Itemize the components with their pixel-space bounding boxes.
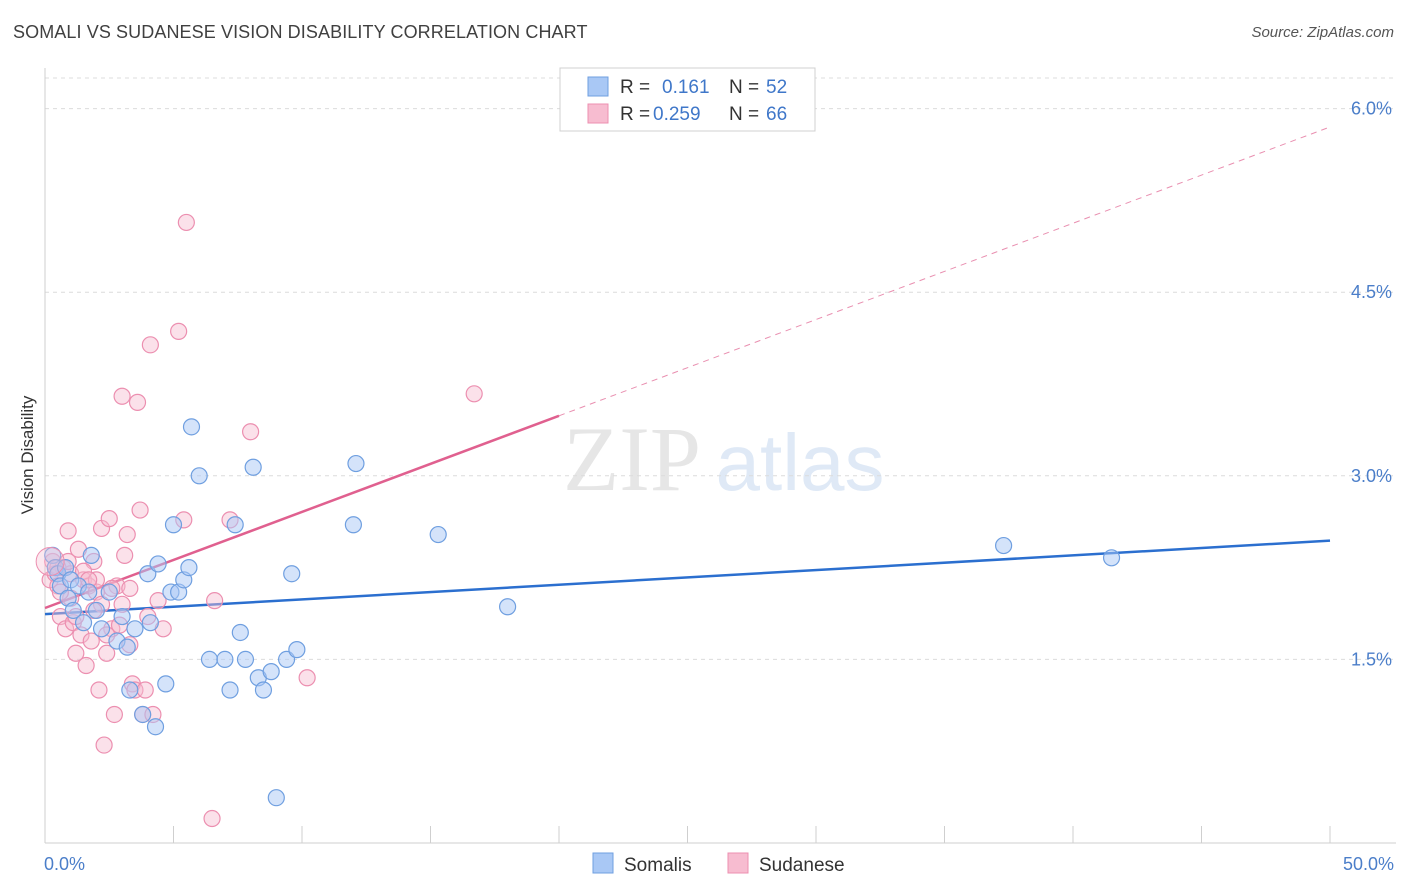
axes: 1.5% 3.0% 4.5% 6.0% 0.0% 50.0%: [44, 68, 1396, 874]
bottom-legend-sudanese-label: Sudanese: [759, 855, 845, 876]
sudanese-point: [131, 501, 149, 519]
legend-somali-r-label: R =: [620, 77, 655, 98]
somali-point: [64, 601, 82, 620]
somali-point: [80, 583, 98, 601]
sudanese-point: [67, 644, 85, 662]
somali-point: [231, 623, 249, 642]
somali-point: [216, 650, 234, 669]
legend-somali-n-label: N =: [729, 77, 764, 98]
chart-title: SOMALI VS SUDANESE VISION DISABILITY COR…: [13, 22, 588, 42]
y-tick-label: 3.0%: [1351, 466, 1392, 486]
somali-point: [267, 789, 285, 807]
bottom-legend-somali-label: Somalis: [624, 855, 692, 876]
somali-point: [134, 705, 152, 724]
sudanese-point: [141, 336, 159, 354]
sudanese-point: [465, 385, 483, 403]
somali-point: [74, 614, 93, 632]
somali-point: [429, 525, 447, 544]
sudanese-point: [118, 525, 136, 544]
source-label: Source: ZipAtlas.com: [1251, 24, 1394, 41]
somali-point: [141, 614, 159, 632]
somali-point: [113, 607, 131, 626]
somali-point: [182, 418, 201, 436]
sudanese-cluster-point: [35, 546, 65, 576]
sudanese-point: [149, 592, 167, 610]
legend-sudanese-n-value: 66: [766, 104, 787, 125]
somali-point: [146, 718, 165, 736]
sudanese-point: [77, 656, 95, 675]
x-tick-label-max: 50.0%: [1343, 854, 1394, 874]
legend-sudanese-r-value: 0.259: [653, 104, 701, 125]
somali-point: [221, 681, 239, 699]
sudanese-trend-extension: [558, 126, 1331, 417]
somali-point: [164, 516, 183, 534]
sudanese-point: [98, 644, 116, 662]
sudanese-point: [82, 632, 100, 650]
sudanese-point: [113, 387, 131, 405]
sudanese-trend-line: [44, 414, 560, 610]
trend-lines: [44, 126, 1331, 616]
somali-point: [347, 454, 365, 473]
somali-point: [92, 620, 111, 638]
sudanese-point: [203, 809, 221, 828]
legend-somali-n-value: 52: [766, 77, 787, 98]
sudanese-point: [128, 393, 147, 411]
y-tick-label: 1.5%: [1351, 649, 1392, 669]
sudanese-point: [136, 681, 154, 699]
y-tick-label: 6.0%: [1351, 99, 1392, 119]
bottom-legend-sudanese-swatch: [727, 852, 749, 874]
sudanese-point: [170, 322, 188, 340]
legend-sudanese-swatch: [587, 103, 609, 124]
scatter-points: [35, 213, 1121, 828]
somali-point: [995, 536, 1013, 555]
somali-point: [126, 620, 144, 638]
somali-point: [190, 467, 208, 485]
legend-somali-swatch: [587, 76, 609, 97]
somali-point: [288, 641, 306, 659]
sudanese-point: [242, 423, 260, 441]
sudanese-point: [59, 522, 77, 540]
somali-point: [149, 555, 167, 573]
gridlines: [45, 77, 1396, 660]
somali-point: [236, 650, 255, 669]
watermark-atlas: atlas: [716, 418, 885, 507]
legend-sudanese-r-label: R =: [620, 104, 655, 125]
legend: R = 0.161 N = 52 R = 0.259 N = 66: [559, 67, 816, 132]
y-axis-label: Vision Disability: [18, 395, 37, 514]
sudanese-point: [105, 705, 123, 724]
somali-point: [180, 558, 198, 577]
somali-point: [283, 565, 301, 583]
bottom-legend: Somalis Sudanese: [592, 852, 845, 876]
somali-point: [244, 458, 262, 476]
sudanese-point: [121, 579, 139, 598]
somali-point: [1102, 549, 1121, 567]
sudanese-point: [116, 546, 134, 564]
legend-somali-r-value: 0.161: [662, 77, 710, 98]
sudanese-point: [298, 669, 316, 687]
somali-point: [499, 598, 517, 616]
legend-sudanese-n-label: N =: [729, 104, 764, 125]
y-tick-label: 4.5%: [1351, 282, 1392, 302]
somali-point: [200, 650, 219, 669]
somali-point: [82, 546, 100, 564]
x-tick-label-min: 0.0%: [44, 854, 85, 874]
sudanese-point: [90, 681, 108, 699]
somali-point: [87, 601, 106, 620]
somali-point: [100, 583, 118, 601]
somali-point: [226, 516, 244, 534]
somali-point: [118, 638, 136, 656]
somali-point: [121, 681, 139, 699]
sudanese-point: [206, 592, 224, 610]
watermark-zip: ZIP: [563, 408, 701, 510]
somali-point: [344, 516, 362, 534]
somali-point: [254, 681, 273, 699]
somali-point: [262, 663, 280, 681]
bottom-legend-somali-swatch: [592, 852, 614, 874]
somali-trend-line: [44, 539, 1331, 616]
somali-point: [157, 675, 175, 693]
sudanese-point: [100, 510, 118, 528]
sudanese-point: [177, 213, 195, 232]
sudanese-point: [95, 736, 113, 754]
